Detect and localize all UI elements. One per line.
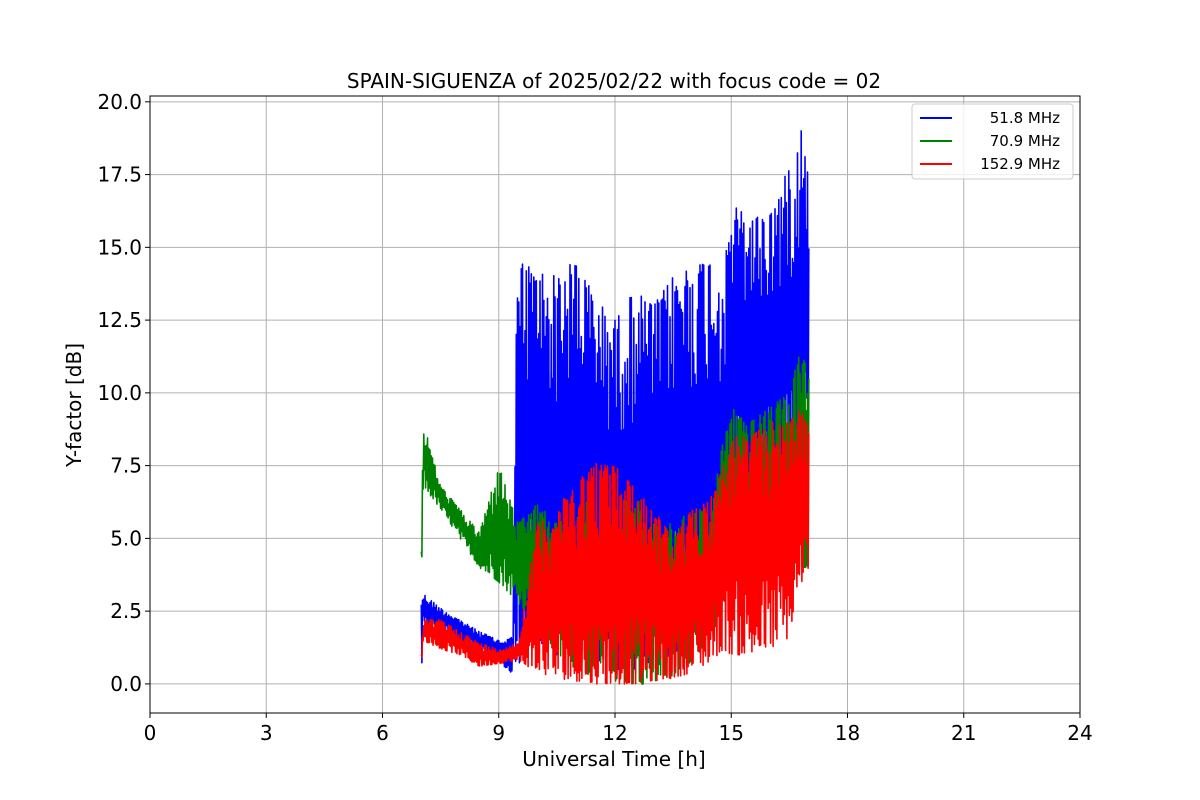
series-layer [420, 130, 810, 685]
series-line [420, 130, 810, 673]
chart-title: SPAIN-SIGUENZA of 2025/02/22 with focus … [347, 69, 881, 93]
y-tick-label: 20.0 [97, 90, 142, 114]
legend-entry: 70.9 MHz [990, 132, 1060, 150]
y-tick-label: 17.5 [97, 163, 142, 187]
y-tick-label: 10.0 [97, 381, 142, 405]
y-tick-label: 0.0 [110, 672, 142, 696]
x-tick-label: 6 [376, 721, 389, 745]
series-line [420, 410, 810, 685]
x-tick-label: 18 [835, 721, 860, 745]
x-tick-label: 0 [144, 721, 157, 745]
y-tick-label: 7.5 [110, 454, 142, 478]
legend: 51.8 MHz 70.9 MHz 152.9 MHz [911, 103, 1074, 180]
x-tick-label: 15 [719, 721, 744, 745]
series-51-8-mhz [420, 130, 810, 673]
x-tick-label: 12 [602, 721, 627, 745]
y-axis-label: Y-factor [dB] [62, 343, 86, 468]
tick-layer: 0 3 6 9 12 15 18 21 24 0.0 2.5 5.0 7.5 10.0 12.5 15.0 17… [97, 90, 1092, 745]
x-tick-label: 21 [951, 721, 976, 745]
x-tick-label: 9 [492, 721, 505, 745]
y-tick-label: 5.0 [110, 526, 142, 550]
x-tick-label: 24 [1067, 721, 1092, 745]
legend-entry: 51.8 MHz [990, 109, 1060, 127]
y-tick-label: 2.5 [110, 599, 142, 623]
series-152-9-mhz [420, 410, 810, 685]
legend-entry: 152.9 MHz [980, 155, 1060, 173]
x-axis-label: Universal Time [h] [522, 747, 705, 771]
legend-box [911, 103, 1074, 180]
x-tick-label: 3 [260, 721, 273, 745]
y-tick-label: 12.5 [97, 308, 142, 332]
y-tick-label: 15.0 [97, 235, 142, 259]
